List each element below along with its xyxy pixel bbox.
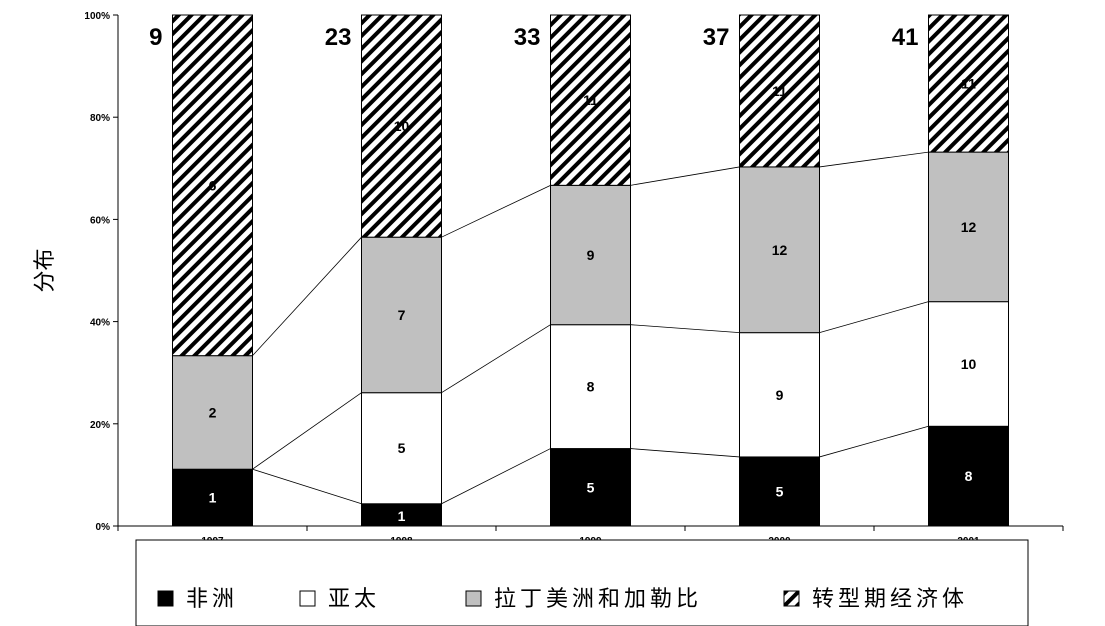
y-tick-label: 100% bbox=[84, 11, 110, 22]
data-label: 9 bbox=[587, 247, 595, 263]
legend-label: 亚太 bbox=[328, 587, 380, 612]
data-label: 10 bbox=[394, 118, 410, 134]
bar-segment-3-1998 bbox=[361, 236, 442, 394]
data-label: 5 bbox=[776, 483, 784, 499]
data-label: 11 bbox=[583, 92, 598, 108]
data-label: 10 bbox=[961, 356, 977, 372]
data-label: 2 bbox=[209, 404, 217, 420]
data-label: 11 bbox=[961, 76, 976, 92]
connector-lines bbox=[252, 151, 929, 505]
connector-line bbox=[630, 448, 740, 458]
legend-label: 转型期经济体 bbox=[812, 587, 968, 612]
bar-segment-3-1997 bbox=[172, 355, 253, 470]
bar-segment-4-1999 bbox=[550, 14, 631, 186]
data-label: 11 bbox=[772, 83, 787, 99]
legend-label: 非洲 bbox=[186, 587, 238, 612]
hatched-square-icon bbox=[783, 590, 800, 607]
y-tick-label: 80% bbox=[90, 113, 110, 124]
connector-line bbox=[630, 324, 740, 334]
y-tick-label: 40% bbox=[90, 318, 110, 329]
y-tick-label: 20% bbox=[90, 420, 110, 431]
data-label: 5 bbox=[398, 440, 406, 456]
bar-segment-3-2001 bbox=[928, 151, 1009, 303]
connector-line bbox=[252, 236, 362, 356]
data-label: 12 bbox=[772, 242, 788, 258]
bar-segment-2-2001 bbox=[928, 301, 1009, 427]
bar-segment-2-1998 bbox=[361, 392, 442, 505]
bar-segment-1-2001 bbox=[928, 425, 1009, 527]
data-label: 8 bbox=[965, 468, 973, 484]
connector-line bbox=[630, 166, 740, 186]
data-label: 9 bbox=[776, 387, 784, 403]
connector-line bbox=[252, 468, 362, 505]
bar-segment-4-2001 bbox=[928, 14, 1009, 153]
bar-segment-4-1997 bbox=[172, 14, 253, 357]
data-label: 7 bbox=[398, 307, 406, 323]
total-label: 37 bbox=[703, 24, 730, 51]
connector-line bbox=[441, 324, 551, 394]
total-label: 23 bbox=[325, 24, 352, 51]
y-tick-label: 0% bbox=[96, 522, 111, 533]
legend: 非洲 亚太 拉丁美洲和加勒比 转型期经济体 bbox=[135, 539, 1029, 626]
data-label: 1 bbox=[398, 508, 406, 524]
bar-segment-4-1998 bbox=[361, 14, 442, 238]
total-label: 41 bbox=[892, 24, 919, 51]
y-axis-title: 分布 bbox=[33, 248, 58, 292]
legend-label: 拉丁美洲和加勒比 bbox=[494, 587, 702, 612]
data-label: 8 bbox=[587, 379, 595, 395]
bar-segment-1-1999 bbox=[550, 448, 631, 527]
solid-black-square-icon bbox=[157, 590, 174, 607]
bar-segment-1-2000 bbox=[739, 456, 820, 527]
total-label: 33 bbox=[514, 24, 541, 51]
bars bbox=[172, 14, 1009, 527]
connector-line bbox=[819, 425, 929, 458]
data-label: 6 bbox=[209, 177, 217, 193]
white-square-icon bbox=[299, 590, 316, 607]
bar-segment-1-1997 bbox=[172, 468, 253, 527]
bar-segment-4-2000 bbox=[739, 14, 820, 168]
connector-line bbox=[252, 392, 362, 470]
connector-line bbox=[819, 301, 929, 334]
connector-line bbox=[441, 184, 551, 238]
data-label: 12 bbox=[961, 219, 977, 235]
data-label: 1 bbox=[209, 490, 217, 506]
y-tick-label: 60% bbox=[90, 215, 110, 226]
data-label: 5 bbox=[587, 479, 595, 495]
total-label: 9 bbox=[149, 24, 162, 51]
connector-line bbox=[441, 448, 551, 505]
gray-square-icon bbox=[465, 590, 482, 607]
connector-line bbox=[819, 151, 929, 168]
bar-segment-3-2000 bbox=[739, 166, 820, 334]
legend-box bbox=[135, 539, 1029, 626]
